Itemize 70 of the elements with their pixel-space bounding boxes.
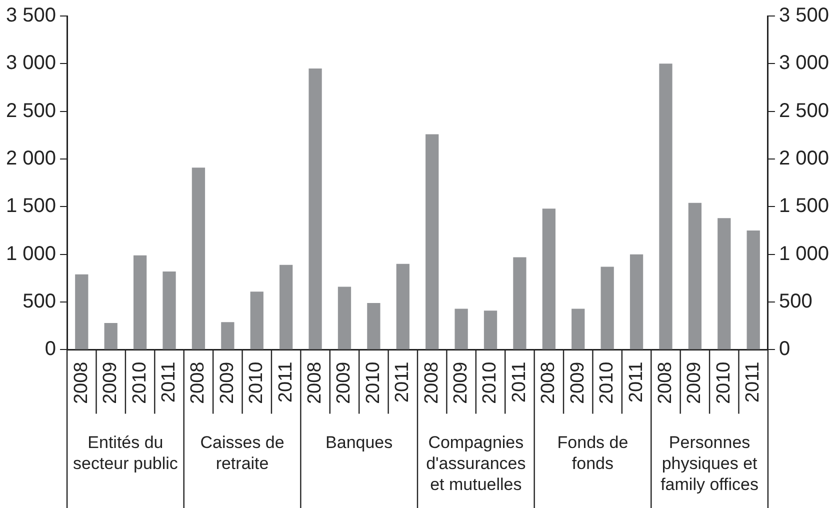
x-tick-label: 2011: [742, 362, 764, 403]
text: Fonds de fonds: [557, 432, 628, 473]
bar: [367, 303, 380, 350]
x-tick-label: 2008: [188, 362, 209, 404]
x-tick-label: 2008: [654, 362, 676, 404]
x-tick-label: 2009: [334, 362, 355, 404]
x-tick-label: 2011: [158, 362, 180, 403]
x-tick-label: 2010: [596, 362, 618, 404]
bar: [688, 202, 702, 350]
text: Personnes physiques et family offices: [660, 432, 759, 494]
bar: [454, 308, 468, 350]
x-tick-label: 2011: [275, 362, 296, 403]
y2-tick-label: 3 000: [778, 52, 830, 74]
y-tick-label: 0: [44, 338, 56, 360]
y-tick-label: 3 500: [6, 4, 56, 27]
x-tick-label: 2009: [567, 362, 588, 404]
x-tick-label: 2011: [392, 362, 414, 403]
bar: [162, 272, 176, 350]
bar: [542, 208, 556, 350]
y2-tick-label: 1 500: [778, 195, 830, 218]
x-tick-label: 2011: [508, 362, 530, 403]
x-tick-label: 2010: [480, 362, 501, 404]
x-tick-label: 2009: [100, 362, 122, 404]
bar: [133, 255, 147, 350]
bar: [250, 292, 264, 350]
y-tick-label: 1 000: [6, 242, 56, 265]
x-tick-label: 2008: [70, 362, 92, 404]
x-tick-label: 2009: [684, 362, 706, 404]
bar: [600, 266, 614, 350]
bar: [75, 274, 88, 350]
bar: [221, 322, 234, 350]
bar: [659, 64, 672, 350]
text: Caisses de retraite: [200, 432, 284, 473]
x-tick-label: 2011: [626, 362, 647, 403]
x-tick-label: 2010: [713, 362, 734, 404]
y2-tick-label: 1 000: [778, 242, 830, 265]
y-tick-label: 2 500: [6, 100, 56, 122]
bar: [308, 68, 322, 350]
y2-tick-label: 2 500: [778, 100, 830, 122]
x-tick-label: 2010: [129, 362, 150, 404]
text: Entités du secteur public: [73, 432, 178, 473]
x-tick-label: 2010: [246, 362, 268, 404]
bar: [426, 134, 439, 350]
y2-tick-label: 0: [778, 338, 790, 360]
bar: [572, 308, 585, 350]
x-tick-label: 2009: [216, 362, 238, 404]
x-tick-label: 2008: [304, 362, 326, 404]
y-tick-label: 3 000: [6, 52, 56, 74]
bar: [718, 218, 731, 350]
x-tick-label: 2008: [538, 362, 560, 404]
bar: [746, 230, 760, 350]
y-tick-label: 2 000: [6, 148, 56, 170]
text: Banques: [326, 432, 393, 452]
x-tick-label: 2010: [362, 362, 384, 404]
x-tick-label: 2008: [421, 362, 442, 404]
bar: [484, 310, 498, 350]
y-tick-label: 500: [22, 290, 56, 313]
bar: [280, 264, 293, 350]
x-tick-label: 2009: [450, 362, 472, 404]
bar: [104, 323, 118, 350]
bar: [338, 286, 352, 350]
y2-tick-label: 2 000: [778, 148, 830, 170]
bar: [513, 257, 526, 350]
bar: [192, 168, 206, 350]
text: Compagnies d'assurances et mutuelles: [426, 432, 526, 494]
y2-tick-label: 500: [778, 290, 812, 313]
y2-tick-label: 3 500: [778, 4, 830, 27]
y-tick-label: 1 500: [6, 195, 56, 218]
bar: [396, 264, 410, 350]
bar: [630, 254, 644, 350]
